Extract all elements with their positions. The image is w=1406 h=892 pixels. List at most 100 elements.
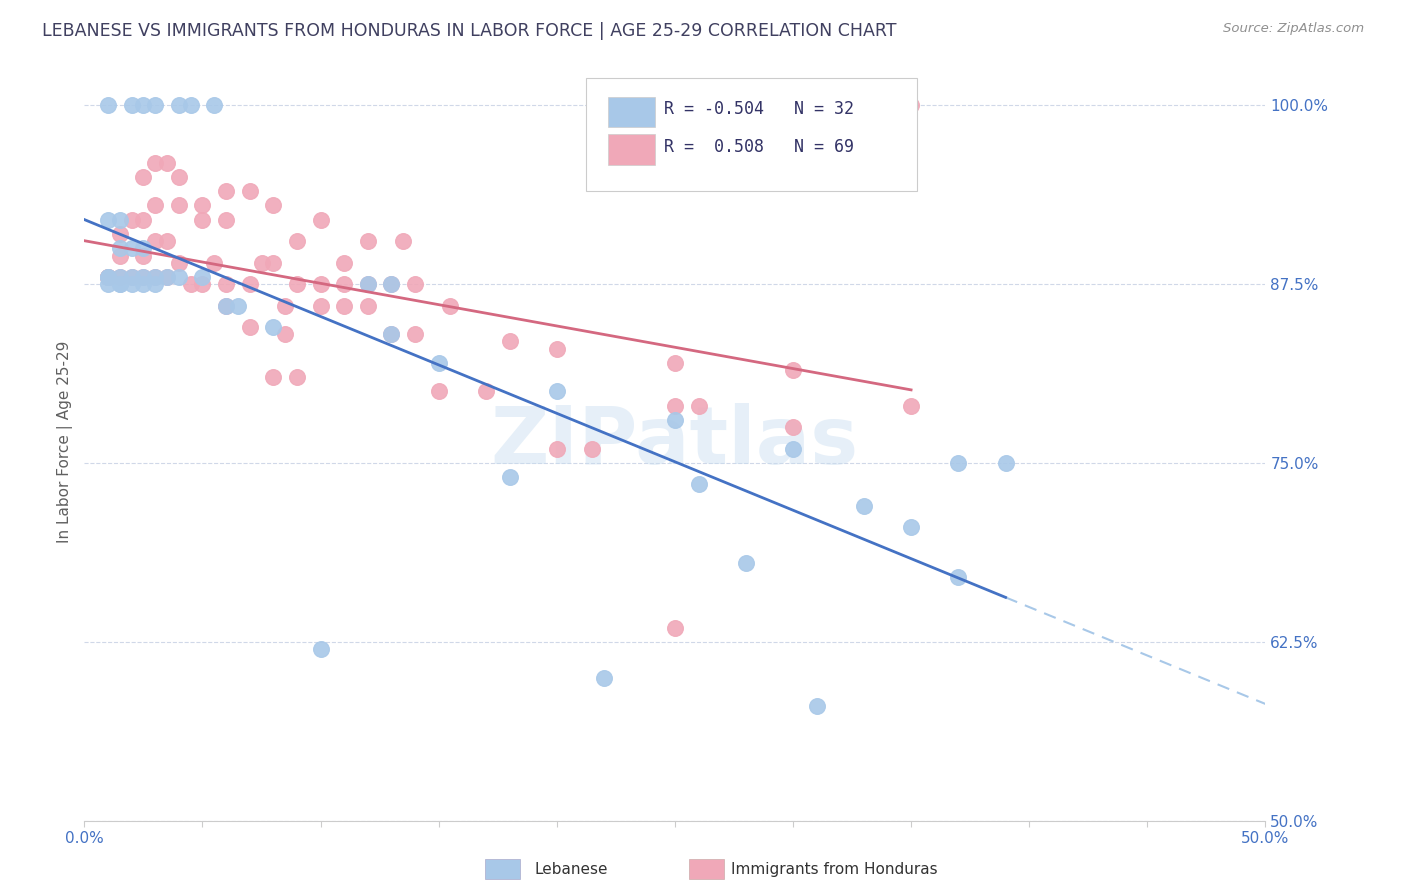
Point (215, 277, 238, 292)
Point (309, 277, 332, 292)
Point (309, 299, 332, 313)
Point (688, 399, 710, 413)
Point (262, 320, 284, 334)
Point (108, 277, 131, 292)
Text: ZIPatlas: ZIPatlas (491, 402, 859, 481)
Point (865, 98, 887, 112)
Point (143, 98, 166, 112)
Y-axis label: In Labor Force | Age 25-29: In Labor Force | Age 25-29 (58, 341, 73, 542)
Point (664, 620, 686, 634)
Point (156, 155, 179, 169)
Point (309, 212, 332, 227)
Point (333, 299, 356, 313)
Point (132, 169, 155, 184)
Point (97, 277, 120, 292)
Point (309, 642, 332, 657)
Point (215, 212, 238, 227)
Point (97, 270, 120, 285)
Point (156, 234, 179, 248)
Point (250, 256, 273, 270)
Point (191, 270, 214, 285)
Point (108, 270, 131, 285)
Point (167, 198, 190, 212)
Point (948, 456, 970, 470)
Point (202, 256, 225, 270)
Point (143, 270, 166, 285)
Point (108, 212, 131, 227)
Point (121, 270, 143, 285)
Point (191, 198, 214, 212)
Point (664, 399, 686, 413)
Point (202, 98, 225, 112)
Point (121, 277, 143, 292)
Point (664, 413, 686, 427)
Point (900, 98, 922, 112)
Point (806, 699, 828, 714)
Point (108, 277, 131, 292)
Point (239, 184, 262, 198)
Point (180, 277, 202, 292)
Point (215, 299, 238, 313)
Point (688, 477, 710, 491)
Point (262, 256, 284, 270)
Point (97, 212, 120, 227)
Point (900, 399, 922, 413)
Point (852, 499, 875, 513)
Point (380, 277, 402, 292)
Point (132, 270, 155, 285)
Point (380, 327, 402, 342)
Point (333, 277, 356, 292)
Point (167, 169, 190, 184)
Point (900, 520, 922, 534)
Point (274, 327, 297, 342)
Point (546, 342, 568, 356)
Point (404, 277, 426, 292)
Point (333, 256, 356, 270)
Point (215, 299, 238, 313)
Text: Lebanese: Lebanese (534, 863, 607, 877)
Point (143, 155, 166, 169)
Point (664, 356, 686, 370)
Point (782, 442, 804, 456)
Text: LEBANESE VS IMMIGRANTS FROM HONDURAS IN LABOR FORCE | AGE 25-29 CORRELATION CHAR: LEBANESE VS IMMIGRANTS FROM HONDURAS IN … (42, 22, 897, 40)
Point (427, 356, 450, 370)
Point (285, 370, 308, 384)
Point (143, 198, 166, 212)
Point (357, 234, 380, 248)
FancyBboxPatch shape (586, 78, 917, 191)
Point (380, 327, 402, 342)
Point (274, 299, 297, 313)
Point (782, 420, 804, 434)
Point (97, 270, 120, 285)
Point (167, 98, 190, 112)
Point (167, 256, 190, 270)
FancyBboxPatch shape (607, 135, 655, 165)
Point (226, 299, 249, 313)
Point (121, 241, 143, 255)
Point (357, 277, 380, 292)
Point (439, 299, 461, 313)
Point (97, 270, 120, 285)
Point (262, 370, 284, 384)
Point (948, 570, 970, 584)
Point (593, 671, 616, 685)
Point (380, 277, 402, 292)
Point (143, 234, 166, 248)
Point (167, 270, 190, 285)
Point (581, 442, 603, 456)
Point (121, 270, 143, 285)
Point (285, 234, 308, 248)
Point (143, 270, 166, 285)
Point (97, 270, 120, 285)
Point (239, 277, 262, 292)
Point (132, 270, 155, 285)
Text: R = -0.504   N = 32: R = -0.504 N = 32 (664, 101, 855, 119)
Point (498, 470, 520, 484)
Point (475, 384, 498, 399)
Point (357, 277, 380, 292)
Point (156, 270, 179, 285)
Point (108, 249, 131, 263)
Point (215, 184, 238, 198)
Point (143, 277, 166, 292)
Point (427, 384, 450, 399)
